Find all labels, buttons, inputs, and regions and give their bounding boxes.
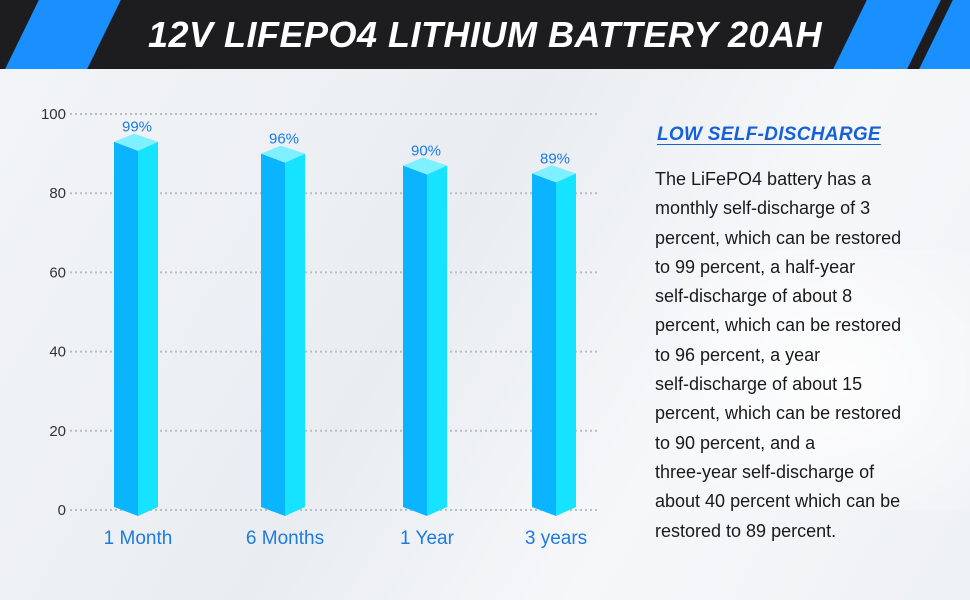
bar-top-4: [532, 165, 576, 183]
description-line: to 96 percent, a year: [655, 344, 821, 365]
bar-front-2: [261, 153, 285, 516]
data-label: 99%: [122, 119, 152, 136]
title-banner: 12V LIFEPO4 LITHIUM BATTERY 20AH: [0, 0, 970, 69]
y-tick-label: 60: [49, 264, 66, 281]
bar-front-4: [532, 173, 556, 516]
description-line: percent, which can be restored: [655, 403, 902, 424]
y-tick-label: 0: [58, 502, 66, 519]
description-line: The LiFePO4 battery has a: [655, 169, 872, 189]
category-label: 3 years: [525, 528, 587, 549]
category-label: 1 Year: [400, 528, 455, 549]
self-discharge-bar-chart: 0 20 40 60 80 100 99% 1 Month 96% 6 Months 90% 1 Ye…: [41, 106, 600, 549]
description-line: restored to 89 percent.: [655, 520, 837, 541]
bar-front-1: [114, 141, 138, 516]
y-tick-label: 20: [49, 423, 66, 440]
description-line: percent, which can be restored: [655, 315, 902, 336]
y-tick-label: 80: [49, 185, 66, 202]
bar-side-3: [427, 165, 447, 516]
page-title: 12V LIFEPO4 LITHIUM BATTERY 20AH: [147, 14, 823, 55]
data-label: 96%: [269, 131, 299, 148]
description-line: to 90 percent, and a: [655, 432, 816, 453]
bar-top-1: [114, 133, 158, 151]
y-tick-label: 100: [41, 106, 66, 123]
data-label: 90%: [411, 142, 441, 159]
data-label: 89%: [540, 150, 570, 167]
description-line: to 99 percent, a half-year: [655, 256, 856, 277]
bar-side-4: [556, 173, 576, 516]
description-text: The LiFePO4 battery has a monthly self-di…: [655, 165, 955, 546]
bar-top-2: [261, 145, 305, 163]
description-line: about 40 percent which can be: [655, 491, 901, 512]
y-tick-label: 40: [49, 344, 66, 361]
category-label: 6 Months: [246, 528, 324, 549]
bar-side-2: [285, 153, 305, 516]
bar-top-3: [403, 157, 447, 175]
bar-side-1: [138, 141, 158, 516]
description-line: self-discharge of about 15: [655, 374, 863, 395]
description-line: monthly self-discharge of 3: [655, 198, 871, 219]
section-heading: LOW SELF-DISCHARGE: [657, 124, 881, 145]
description-panel: LOW SELF-DISCHARGE The LiFePO4 battery h…: [655, 124, 955, 546]
background-glow: [680, 250, 970, 510]
description-line: self-discharge of about 8: [655, 286, 853, 307]
description-line: percent, which can be restored: [655, 227, 902, 248]
bar-front-3: [403, 165, 427, 516]
description-line: three-year self-discharge of: [655, 461, 875, 482]
category-label: 1 Month: [104, 528, 173, 549]
